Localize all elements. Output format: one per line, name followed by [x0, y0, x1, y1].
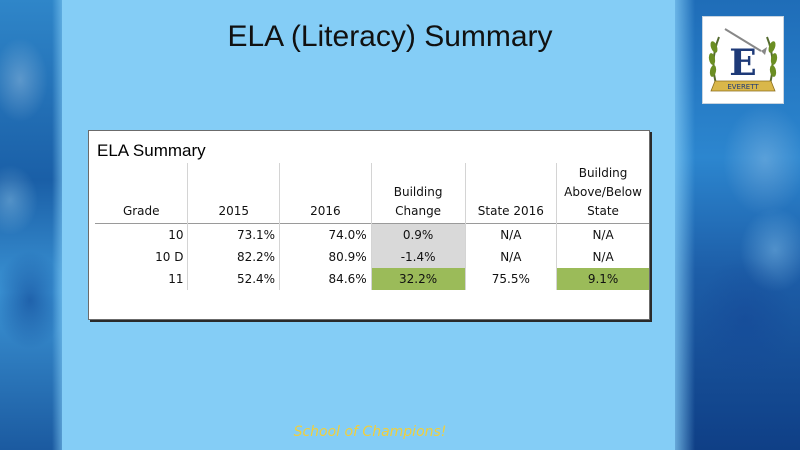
school-logo: E EVERETT	[702, 16, 784, 104]
table-row: 10 D 82.2% 80.9% -1.4% N/A N/A	[95, 246, 649, 268]
header-grade: Grade	[122, 204, 160, 218]
ela-summary-table-box: ELA Summary Grade 2015 2016 Building Chan…	[88, 130, 650, 320]
slide-title: ELA (Literacy) Summary	[227, 20, 553, 53]
cell-above-below: 9.1%	[556, 268, 649, 290]
cell-2016: 84.6%	[279, 268, 372, 290]
header-2015: 2015	[187, 163, 280, 224]
ela-summary-table: Grade 2015 2016 Building Change State 201…	[95, 163, 649, 290]
school-motto: School of Champions!	[293, 424, 447, 440]
left-water-border	[0, 0, 72, 450]
cell-building-change: 0.9%	[370, 223, 466, 246]
logo-banner-text: EVERETT	[727, 83, 759, 91]
cell-2015: 82.2%	[187, 246, 280, 268]
table-header-row: Grade 2015 2016 Building Change State 201…	[95, 163, 649, 224]
header-state-2016: State 2016	[464, 163, 557, 224]
cell-2015: 52.4%	[187, 268, 280, 290]
table-row: 10 73.1% 74.0% 0.9% N/A N/A	[95, 223, 649, 246]
cell-above-below: N/A	[556, 223, 649, 246]
cell-grade: 10 D	[155, 250, 184, 264]
logo-letter: E	[729, 42, 756, 84]
cell-state-2016: N/A	[464, 223, 557, 246]
header-building-above-below: Building Above/Below State	[556, 163, 649, 224]
cell-state-2016: 75.5%	[464, 268, 557, 290]
header-building-change: Building Change	[370, 163, 466, 224]
cell-state-2016: N/A	[464, 246, 557, 268]
cell-grade: 10	[168, 228, 184, 242]
header-2016: 2016	[279, 163, 372, 224]
table-row: 11 52.4% 84.6% 32.2% 75.5% 9.1%	[95, 268, 649, 290]
cell-2016: 80.9%	[279, 246, 372, 268]
cell-2016: 74.0%	[279, 223, 372, 246]
cell-building-change: 32.2%	[370, 268, 466, 290]
cell-2015: 73.1%	[187, 223, 280, 246]
cell-above-below: N/A	[556, 246, 649, 268]
cell-grade: 11	[168, 272, 184, 286]
cell-building-change: -1.4%	[370, 246, 466, 268]
table-title: ELA Summary	[97, 141, 206, 160]
